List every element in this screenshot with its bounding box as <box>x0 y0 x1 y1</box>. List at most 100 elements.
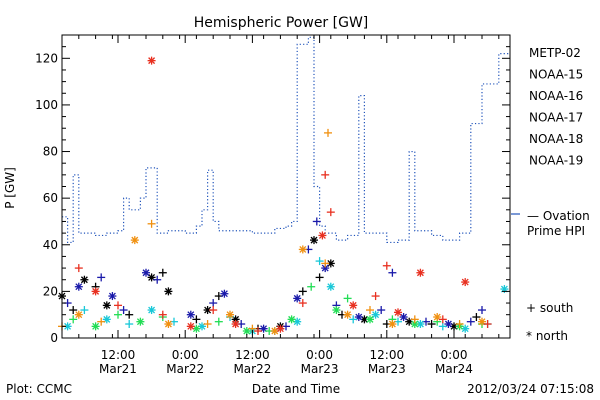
legend-ovation-line2: Prime HPI <box>527 224 585 238</box>
data-point-noaa-17 <box>307 282 316 291</box>
data-point-metp-02 <box>427 320 436 329</box>
data-point-noaa-17 <box>366 315 374 324</box>
data-point-metp-02 <box>192 315 201 324</box>
legend-noaa-17: NOAA-17 <box>529 111 583 125</box>
data-point-noaa-15 <box>108 292 117 301</box>
data-point-noaa-18 <box>226 310 234 319</box>
data-point-noaa-15 <box>74 282 83 291</box>
data-point-noaa-17 <box>343 294 352 303</box>
plot-frame <box>61 34 511 339</box>
data-point-noaa-19 <box>91 287 100 296</box>
data-point-noaa-19 <box>209 306 218 315</box>
data-point-noaa-18 <box>74 310 83 319</box>
data-point-noaa-17 <box>214 317 223 326</box>
plot-timestamp: 2012/03/24 07:15:08 <box>467 382 594 396</box>
x-tick-date-label: Mar23 <box>301 362 339 376</box>
legend-ovation-line1: — Ovation <box>527 209 590 223</box>
legend-noaa-18: NOAA-18 <box>529 132 583 146</box>
data-point-noaa-16 <box>147 306 156 315</box>
data-point-noaa-19 <box>186 322 195 331</box>
data-point-noaa-19 <box>483 320 492 329</box>
x-tick-date-label: Mar22 <box>233 362 271 376</box>
data-point-noaa-19 <box>231 320 240 329</box>
x-tick-time-label: 12:00 <box>370 348 405 362</box>
y-tick-label: 60 <box>43 191 58 205</box>
data-point-noaa-15 <box>293 294 302 303</box>
data-point-metp-02 <box>80 275 89 284</box>
data-point-noaa-19 <box>321 170 330 179</box>
data-point-noaa-18 <box>130 236 139 245</box>
data-point-noaa-16 <box>371 310 380 319</box>
data-point-metp-02 <box>310 236 318 245</box>
data-point-metp-02 <box>472 313 481 322</box>
data-point-noaa-16 <box>125 320 134 329</box>
data-point-noaa-16 <box>315 257 324 266</box>
axes-layer: 02040608010012012:00Mar210:00Mar2212:00M… <box>35 34 511 376</box>
data-point-noaa-19 <box>147 56 156 65</box>
data-points-layer <box>58 56 509 336</box>
data-point-noaa-15 <box>220 289 229 298</box>
data-point-noaa-15 <box>388 268 397 277</box>
y-tick-label: 80 <box>43 145 58 159</box>
data-point-noaa-18 <box>455 320 464 329</box>
data-point-noaa-18 <box>321 259 330 268</box>
data-point-noaa-15 <box>321 264 330 273</box>
data-point-noaa-19 <box>349 301 358 310</box>
data-point-noaa-16 <box>102 315 111 324</box>
data-point-noaa-18 <box>203 320 212 329</box>
data-point-noaa-15 <box>478 306 486 315</box>
data-point-noaa-19 <box>438 315 447 324</box>
legend-noaa-15: NOAA-15 <box>529 68 583 82</box>
data-point-noaa-18 <box>147 219 156 228</box>
chart-title: Hemispheric Power [GW] <box>194 15 369 31</box>
data-point-noaa-17 <box>114 310 122 319</box>
x-tick-time-label: 0:00 <box>441 348 468 362</box>
data-point-noaa-18 <box>298 245 307 254</box>
data-point-noaa-15 <box>399 313 408 322</box>
data-point-noaa-15 <box>377 306 386 315</box>
legend-marker-south: + south <box>526 301 573 315</box>
x-tick-time-label: 0:00 <box>306 348 333 362</box>
data-point-noaa-15 <box>312 217 321 226</box>
data-point-noaa-18 <box>410 315 419 324</box>
data-point-noaa-15 <box>119 306 128 315</box>
ovation-line-layer <box>62 36 510 244</box>
data-point-noaa-18 <box>388 320 397 329</box>
data-point-noaa-19 <box>461 278 470 287</box>
data-point-noaa-19 <box>394 308 402 317</box>
legend-metp-02: METP-02 <box>529 46 581 60</box>
legend-marker-north: * north <box>526 329 568 343</box>
x-axis-label: Date and Time <box>252 382 340 396</box>
data-point-noaa-18 <box>343 310 352 319</box>
data-point-noaa-17 <box>332 306 341 315</box>
data-point-noaa-19 <box>114 301 122 310</box>
data-point-noaa-16 <box>438 322 447 331</box>
data-point-metp-02 <box>102 301 111 310</box>
y-tick-label: 0 <box>50 331 58 345</box>
data-point-noaa-15 <box>209 299 218 308</box>
data-point-metp-02 <box>164 287 173 296</box>
data-point-noaa-19 <box>318 231 327 240</box>
y-axis-label: P [GW] <box>3 167 17 209</box>
data-point-noaa-15 <box>142 268 150 277</box>
data-point-noaa-16 <box>416 320 425 329</box>
x-tick-date-label: Mar23 <box>368 362 406 376</box>
data-point-noaa-15 <box>153 275 162 284</box>
x-tick-time-label: 12:00 <box>101 348 136 362</box>
x-tick-date-label: Mar22 <box>166 362 204 376</box>
data-point-noaa-16 <box>326 282 335 291</box>
data-point-noaa-17 <box>91 322 100 331</box>
ovation-hpi-line <box>62 36 510 244</box>
data-point-noaa-17 <box>69 315 78 324</box>
data-point-noaa-19 <box>326 208 335 217</box>
data-point-noaa-19 <box>254 327 262 336</box>
y-tick-label: 40 <box>43 238 58 252</box>
data-point-noaa-19 <box>158 310 167 319</box>
data-point-noaa-15 <box>186 310 195 319</box>
data-point-noaa-19 <box>371 292 380 301</box>
data-point-noaa-18 <box>366 306 374 315</box>
y-tick-label: 100 <box>35 98 58 112</box>
data-point-noaa-18 <box>97 317 106 326</box>
data-point-metp-02 <box>315 273 324 282</box>
